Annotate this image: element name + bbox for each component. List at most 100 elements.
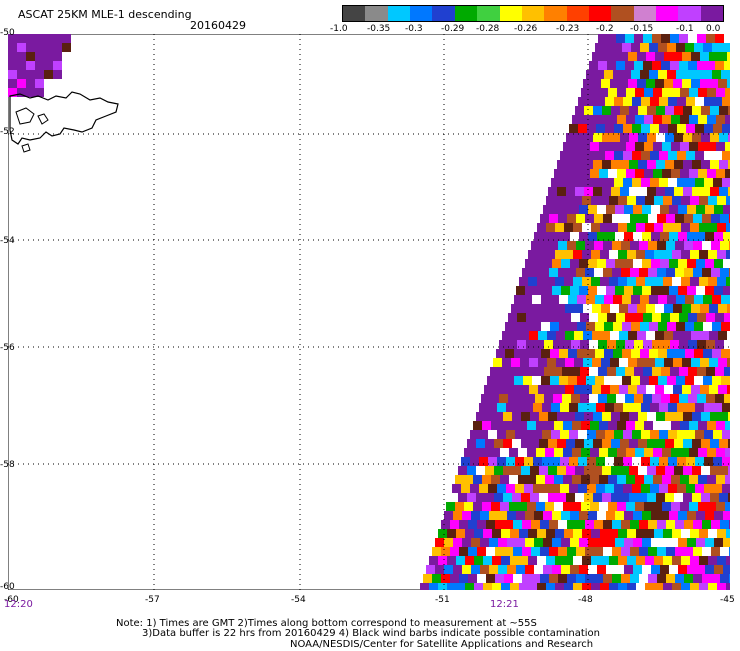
swath-cell xyxy=(620,160,629,169)
swath-cell xyxy=(650,124,659,133)
swath-cell xyxy=(652,367,661,376)
swath-cell xyxy=(634,394,643,403)
swath-cell xyxy=(590,421,599,430)
swath-cell xyxy=(538,358,547,367)
swath-cell xyxy=(682,52,691,61)
swath-cell xyxy=(423,574,432,583)
swath-cell xyxy=(560,457,569,466)
swath-cell xyxy=(625,394,634,403)
swath-cell xyxy=(710,187,719,196)
swath-cell xyxy=(725,88,730,97)
swath-cell xyxy=(716,448,725,457)
swath-cell xyxy=(527,475,536,484)
time-mid: 12:21 xyxy=(490,599,519,610)
swath-cell xyxy=(44,34,53,43)
swath-cell xyxy=(464,448,473,457)
swath-cell xyxy=(652,313,661,322)
swath-cell xyxy=(647,106,656,115)
swath-cell xyxy=(700,331,709,340)
swath-cell xyxy=(536,502,545,511)
swath-cell xyxy=(697,367,706,376)
lon-label-57: -57 xyxy=(145,595,160,605)
swath-cell xyxy=(641,151,650,160)
swath-cell xyxy=(601,52,610,61)
swath-cell xyxy=(675,268,684,277)
swath-cell xyxy=(645,529,654,538)
swath-cell xyxy=(508,367,517,376)
swath-cell xyxy=(690,196,699,205)
swath-cell xyxy=(617,88,626,97)
swath-cell xyxy=(593,412,602,421)
swath-cell xyxy=(631,43,640,52)
swath-cell xyxy=(726,583,730,590)
swath-cell xyxy=(432,547,441,556)
swath-cell xyxy=(680,502,689,511)
swath-cell xyxy=(692,412,701,421)
swath-cell xyxy=(630,241,639,250)
swath-cell xyxy=(479,457,488,466)
swath-cell xyxy=(701,187,710,196)
swath-cell xyxy=(578,484,587,493)
swath-cell xyxy=(553,394,562,403)
swath-cell xyxy=(670,61,679,70)
swath-cell xyxy=(623,484,632,493)
swath-cell xyxy=(710,412,719,421)
swath-cell xyxy=(612,214,621,223)
swath-cell xyxy=(648,520,657,529)
swath-cell xyxy=(656,466,665,475)
swath-cell xyxy=(513,547,522,556)
swath-cell xyxy=(638,106,647,115)
swath-cell xyxy=(471,511,480,520)
swath-cell xyxy=(634,367,643,376)
swath-cell xyxy=(665,412,674,421)
swath-cell xyxy=(681,250,690,259)
swath-cell xyxy=(653,502,662,511)
swath-cell xyxy=(467,466,476,475)
swath-cell xyxy=(35,70,44,79)
swath-cell xyxy=(573,556,582,565)
swath-cell xyxy=(566,187,575,196)
swath-cell xyxy=(519,529,528,538)
swath-cell xyxy=(575,187,584,196)
swath-cell xyxy=(716,502,725,511)
swath-cell xyxy=(623,97,632,106)
swath-cell xyxy=(590,142,599,151)
swath-cell xyxy=(549,547,558,556)
swath-cell xyxy=(576,574,585,583)
swath-cell xyxy=(574,358,583,367)
swath-cell xyxy=(694,349,703,358)
swath-cell xyxy=(710,133,719,142)
swath-cell xyxy=(582,277,591,286)
swath-cell xyxy=(679,61,688,70)
swath-cell xyxy=(670,367,679,376)
swath-cell xyxy=(476,439,485,448)
swath-cell xyxy=(587,457,596,466)
swath-cell xyxy=(608,502,617,511)
swath-cell xyxy=(714,259,723,268)
colorbar-label-10: 0.0 xyxy=(706,24,721,34)
swath-cell xyxy=(499,340,508,349)
swath-cell xyxy=(653,142,662,151)
swath-cell xyxy=(495,547,504,556)
swath-cell xyxy=(642,205,651,214)
swath-cell xyxy=(648,268,657,277)
swath-cell xyxy=(669,565,678,574)
swath-cell xyxy=(616,313,625,322)
swath-cell xyxy=(654,556,663,565)
swath-cell xyxy=(470,484,479,493)
swath-cell xyxy=(653,448,662,457)
swath-cell xyxy=(676,376,685,385)
swath-cell xyxy=(638,493,647,502)
swath-cell xyxy=(628,358,637,367)
swath-cell xyxy=(687,286,696,295)
swath-cell xyxy=(690,556,699,565)
swath-cell xyxy=(700,358,709,367)
swath-cell xyxy=(8,88,17,97)
swath-cell xyxy=(468,547,477,556)
swath-cell xyxy=(697,313,706,322)
lon-label-51: -51 xyxy=(435,595,450,605)
swath-cell xyxy=(723,232,730,241)
swath-cell xyxy=(684,241,693,250)
swath-cell xyxy=(595,376,604,385)
swath-cell xyxy=(17,88,26,97)
